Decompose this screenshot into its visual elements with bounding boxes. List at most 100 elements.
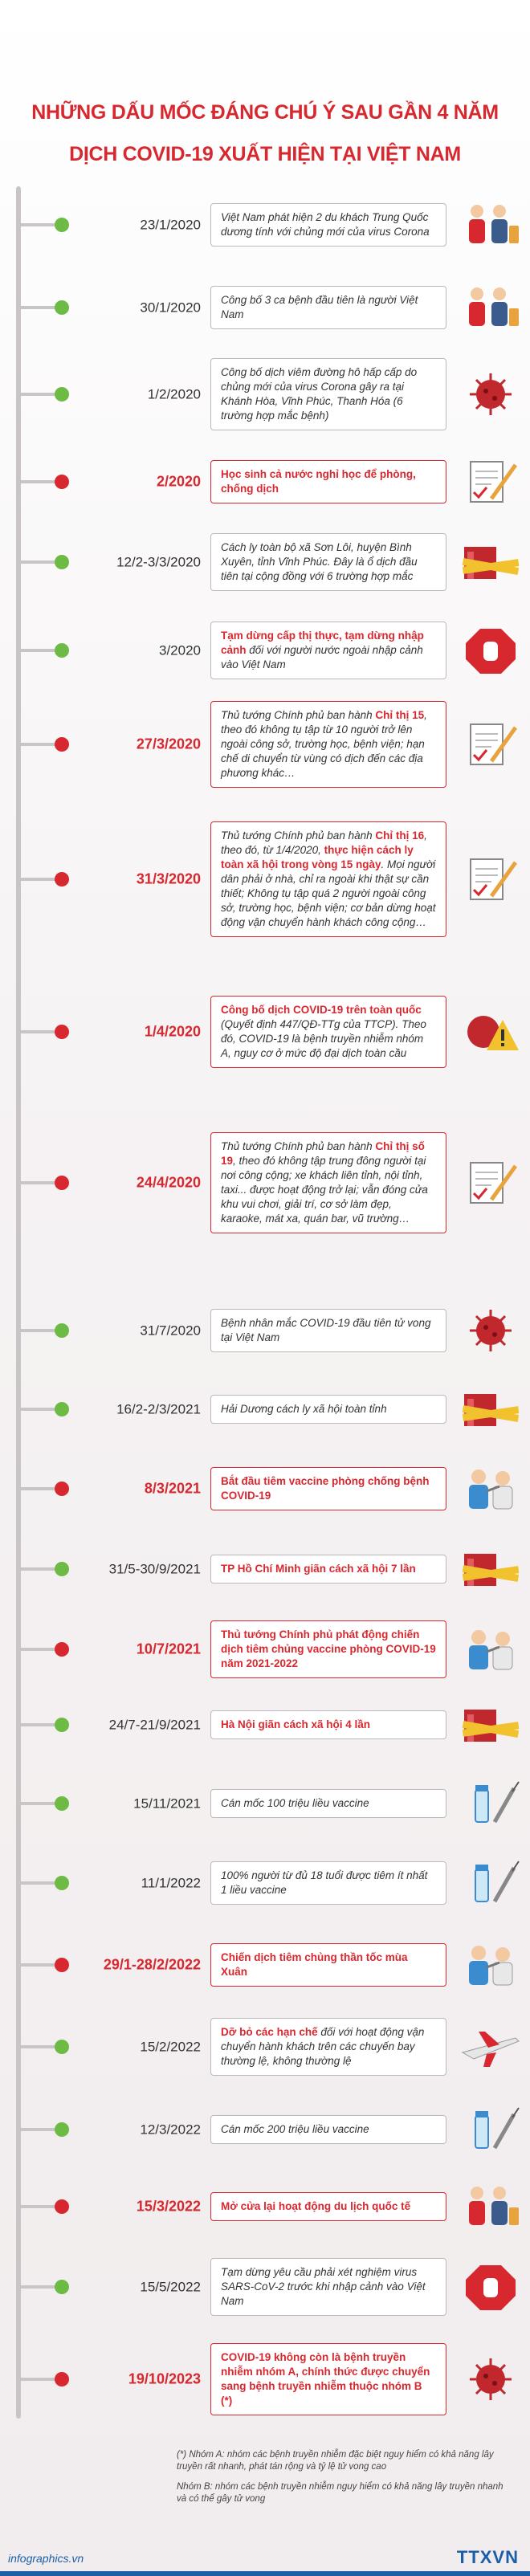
event-icon <box>470 2358 512 2400</box>
icon-shape <box>492 2381 497 2386</box>
date: 11/1/2022 <box>141 1875 201 1891</box>
timeline-dot <box>55 643 69 658</box>
icon-shape <box>486 1645 500 1653</box>
site-name: infographics.vn <box>8 2552 84 2565</box>
emphasis: Học sinh cả nước nghỉ học để phòng, chốn… <box>221 468 416 495</box>
date: 12/3/2022 <box>140 2122 201 2138</box>
timeline-dot <box>55 300 69 315</box>
connector <box>18 1802 67 1805</box>
event-text: Công bố dịch viêm đường hô hấp cấp do ch… <box>210 358 446 430</box>
connector <box>18 480 67 483</box>
timeline-dot <box>55 737 69 752</box>
icon-shape <box>486 1961 500 1969</box>
emphasis: Công bố dịch COVID-19 trên toàn quốc <box>221 1004 422 1016</box>
event-icon <box>469 1630 513 1670</box>
title-line: NHỮNG DẤU MỐC ĐÁNG CHÚ Ý SAU GẦN 4 NĂM <box>31 101 499 124</box>
connector <box>18 223 67 226</box>
date: 30/1/2020 <box>140 300 201 316</box>
text-run: Bệnh nhân mắc COVID-19 đầu tiên tử vong … <box>221 1317 431 1343</box>
connector <box>18 1723 67 1726</box>
event-text: Thủ tướng Chính phủ ban hành Chỉ thị 15,… <box>210 701 446 788</box>
connector <box>18 560 67 564</box>
date: 31/3/2020 <box>136 870 201 887</box>
event-text: COVID-19 không còn là bệnh truyền nhiễm … <box>210 2343 446 2415</box>
icon-shape <box>471 2187 483 2199</box>
text-run: Thủ tướng Chính phủ ban hành <box>221 709 376 721</box>
icon-shape <box>470 373 512 415</box>
icon-shape <box>512 2107 520 2118</box>
icon-shape <box>495 1947 510 1962</box>
icon-shape <box>470 723 503 765</box>
icon-shape <box>471 205 483 218</box>
event-text: Cán mốc 200 triệu liều vaccine <box>210 2115 446 2144</box>
timeline-entry: 27/3/2020 Thủ tướng Chính phủ ban hành Ch… <box>0 701 530 788</box>
date: 15/2/2022 <box>140 2039 201 2055</box>
event-icon <box>469 1469 513 1510</box>
connector <box>18 1329 67 1332</box>
icon-shape <box>489 1164 518 1201</box>
event-icon <box>469 205 519 243</box>
event-icon <box>470 1310 512 1351</box>
icon-shape <box>475 1789 489 1823</box>
timeline-dot <box>55 387 69 401</box>
event-text: Tạm dừng cấp thị thực, tạm dừng nhập cản… <box>210 622 446 679</box>
icon-shape <box>469 219 485 243</box>
emphasis: COVID-19 không còn là bệnh truyền nhiễm … <box>221 2351 430 2407</box>
icon-shape <box>492 396 497 401</box>
event-icon <box>462 1710 520 1742</box>
icon-shape <box>469 2201 485 2225</box>
event-icon <box>469 1946 513 1986</box>
icon-shape <box>475 1314 507 1347</box>
event-text: Thủ tướng Chính phủ phát động chiến dịch… <box>210 1620 446 1678</box>
icon-shape <box>469 1645 488 1669</box>
icon-shape <box>475 1865 488 1871</box>
event-text: TP Hồ Chí Minh giãn cách xã hội 7 lần <box>210 1555 446 1584</box>
date: 15/11/2021 <box>133 1795 201 1812</box>
text-run: (Quyết định 447/QĐ-TTg của TTCP). Theo đ… <box>221 1018 426 1059</box>
connector <box>18 1881 67 1885</box>
timeline-entry: 31/3/2020 Thủ tướng Chính phủ ban hành Ch… <box>0 821 530 937</box>
timeline-entry: 23/1/2020 Việt Nam phát hiện 2 du khách T… <box>0 203 530 247</box>
date: 15/3/2022 <box>136 2198 201 2215</box>
emphasis: Chỉ thị 15 <box>375 709 425 721</box>
icon-shape <box>469 302 485 326</box>
icon-shape <box>492 1486 513 1510</box>
icon-shape <box>462 1720 520 1738</box>
event-text: Công bố 3 ca bệnh đầu tiên là người Việt… <box>210 286 446 329</box>
icon-shape <box>475 2363 507 2395</box>
event-text: 100% người từ đủ 18 tuổi được tiêm ít nh… <box>210 1861 446 1905</box>
logo: TTXVN <box>456 2547 519 2567</box>
title-line: DỊCH COVID-19 XUẤT HIỆN TẠI VIỆT NAM <box>69 143 461 165</box>
event-text: Thủ tướng Chính phủ ban hành Chỉ thị số … <box>210 1132 446 1233</box>
emphasis: TP Hồ Chí Minh giãn cách xã hội 7 lần <box>221 1563 416 1575</box>
event-text: Tạm dừng yêu cầu phải xét nghiệm virus S… <box>210 2258 446 2316</box>
timeline-entry: 30/1/2020 Công bố 3 ca bệnh đầu tiên là n… <box>0 286 530 329</box>
connector <box>18 1181 67 1184</box>
timeline-entry: 12/3/2022 Cán mốc 200 triệu liều vaccine <box>0 2107 530 2150</box>
date: 31/5-30/9/2021 <box>108 1561 201 1577</box>
event-text: Bệnh nhân mắc COVID-19 đầu tiên tử vong … <box>210 1309 446 1352</box>
event-text: Chiến dịch tiêm chủng thần tốc mùa Xuân <box>210 1943 446 1987</box>
timeline-dot <box>55 1176 69 1190</box>
event-icon <box>469 2187 519 2225</box>
icon-shape <box>475 868 498 882</box>
event-icon <box>470 461 518 503</box>
icon-shape <box>479 2032 499 2048</box>
icon-shape <box>489 726 518 763</box>
icon-shape <box>483 1325 488 1330</box>
connector <box>18 1030 67 1033</box>
timeline-dot <box>55 475 69 489</box>
icon-shape <box>492 2113 516 2150</box>
icon-shape <box>509 308 519 326</box>
date: 2/2020 <box>156 473 201 490</box>
timeline-dot <box>55 1958 69 1972</box>
text-run: Công bố 3 ca bệnh đầu tiên là người Việt… <box>221 294 418 320</box>
icon-shape <box>486 1485 500 1493</box>
event-icon <box>462 1554 520 1586</box>
timeline-dot <box>55 2372 69 2386</box>
emphasis: Bắt đầu tiêm vaccine phòng chống bệnh CO… <box>221 1475 430 1502</box>
text-run: Cán mốc 200 triệu liều vaccine <box>221 2123 369 2135</box>
icon-shape <box>475 733 498 748</box>
text-run: . Mọi người dân phải ở nhà, chỉ ra ngoài… <box>221 858 436 928</box>
icon-shape <box>475 1172 498 1186</box>
